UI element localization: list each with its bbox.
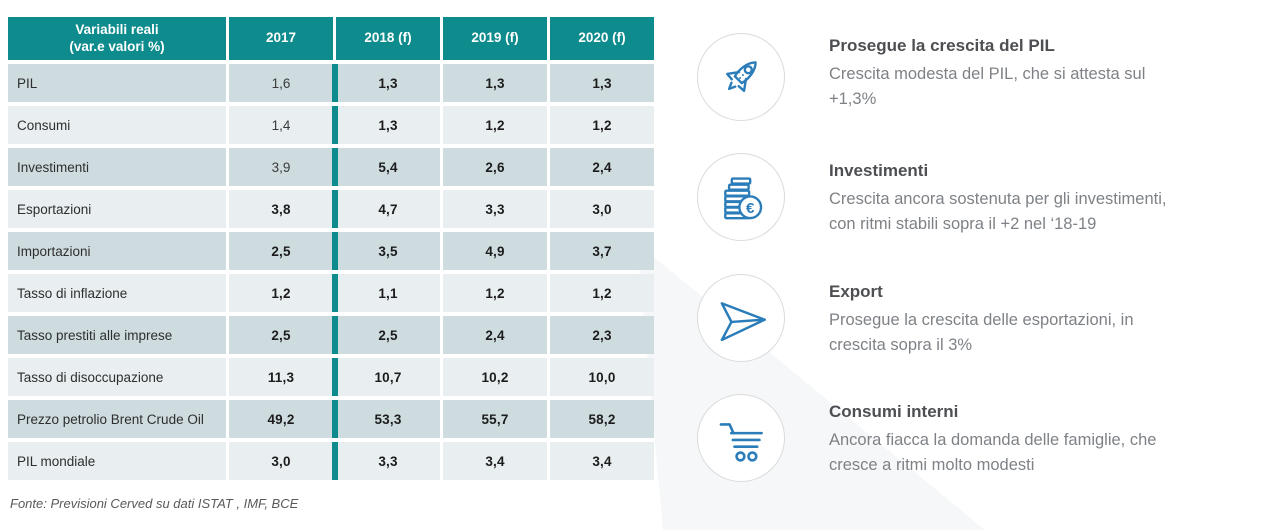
cell-value: 58,2: [550, 400, 654, 438]
callout-title: Prosegue la crescita del PIL: [829, 36, 1055, 55]
rocket-icon: [726, 61, 757, 92]
callout-body: Crescita modesta del PIL, che si attesta…: [829, 65, 1146, 108]
callout-title: Investimenti: [829, 161, 929, 180]
callout-text: Consumi interni Ancora fiacca la domanda…: [829, 394, 1280, 482]
row-label: PIL: [8, 64, 226, 102]
cell-value: 55,7: [443, 400, 547, 438]
callout-consumi: Consumi interni Ancora fiacca la domanda…: [697, 394, 1280, 482]
shopping-cart-icon: [719, 423, 763, 462]
table-row: Tasso prestiti alle imprese 2,5 2,5 2,4 …: [8, 316, 654, 354]
cell-value: 3,4: [550, 442, 654, 480]
source-note: Fonte: Previsioni Cerved su dati ISTAT ,…: [10, 496, 299, 511]
row-label: Importazioni: [8, 232, 226, 270]
cell-value: 2,5: [229, 232, 333, 270]
icon-circle: €: [697, 153, 785, 241]
row-label: Tasso prestiti alle imprese: [8, 316, 226, 354]
cell-value: 3,3: [443, 190, 547, 228]
cell-value: 1,3: [331, 64, 440, 102]
table-row: Consumi 1,4 1,3 1,2 1,2: [8, 106, 654, 144]
cell-value: 2,4: [550, 148, 654, 186]
cell-value: 2,5: [331, 316, 440, 354]
paper-plane-icon: [720, 302, 766, 342]
row-label: PIL mondiale: [8, 442, 226, 480]
cell-value: 1,4: [229, 106, 333, 144]
cell-value: 1,3: [550, 64, 654, 102]
cell-value: 53,3: [331, 400, 440, 438]
icon-circle: [697, 33, 785, 121]
cell-value: 3,0: [229, 442, 333, 480]
table-row: Investimenti 3,9 5,4 2,6 2,4: [8, 148, 654, 186]
callout-export: Export Prosegue la crescita delle esport…: [697, 274, 1280, 362]
cell-value: 49,2: [229, 400, 333, 438]
row-label: Investimenti: [8, 148, 226, 186]
table-header-row: Variabili reali (var.e valori %) 2017 20…: [8, 17, 654, 60]
cell-value: 1,3: [443, 64, 547, 102]
callout-text: Export Prosegue la crescita delle esport…: [829, 274, 1280, 362]
cell-value: 2,4: [443, 316, 547, 354]
cell-value: 1,2: [550, 106, 654, 144]
callout-body: Prosegue la crescita delle esportazioni,…: [829, 311, 1134, 354]
callout-pil: Prosegue la crescita del PIL Crescita mo…: [697, 33, 1280, 121]
row-label: Esportazioni: [8, 190, 226, 228]
icon-circle: [697, 274, 785, 362]
callout-text: Prosegue la crescita del PIL Crescita mo…: [829, 33, 1280, 121]
header-2020: 2020 (f): [550, 17, 654, 60]
cell-value: 1,1: [331, 274, 440, 312]
cell-value: 1,2: [550, 274, 654, 312]
cell-value: 1,2: [443, 274, 547, 312]
callout-title: Consumi interni: [829, 402, 959, 421]
cell-value: 2,5: [229, 316, 333, 354]
cell-value: 1,2: [229, 274, 333, 312]
row-label: Tasso di inflazione: [8, 274, 226, 312]
callout-body: Crescita ancora sostenuta per gli invest…: [829, 190, 1167, 233]
cell-value: 3,3: [331, 442, 440, 480]
cell-value: 3,4: [443, 442, 547, 480]
forecast-table: Variabili reali (var.e valori %) 2017 20…: [8, 17, 654, 484]
cell-value: 3,9: [229, 148, 333, 186]
cell-value: 10,0: [550, 358, 654, 396]
table-row: PIL 1,6 1,3 1,3 1,3: [8, 64, 654, 102]
table-row: Tasso di inflazione 1,2 1,1 1,2 1,2: [8, 274, 654, 312]
cell-value: 5,4: [331, 148, 440, 186]
cell-value: 3,0: [550, 190, 654, 228]
callout-text: Investimenti Crescita ancora sostenuta p…: [829, 153, 1280, 241]
header-2019: 2019 (f): [443, 17, 547, 60]
cell-value: 1,2: [443, 106, 547, 144]
euro-coins-icon: €: [724, 177, 763, 220]
cell-value: 10,2: [443, 358, 547, 396]
cell-value: 3,7: [550, 232, 654, 270]
callout-investimenti: € Investimenti Crescita ancora sostenuta…: [697, 153, 1280, 241]
cell-value: 1,6: [229, 64, 333, 102]
callout-title: Export: [829, 282, 883, 301]
table-row: Importazioni 2,5 3,5 4,9 3,7: [8, 232, 654, 270]
cell-value: 3,5: [331, 232, 440, 270]
table-row: Tasso di disoccupazione 11,3 10,7 10,2 1…: [8, 358, 654, 396]
row-label: Prezzo petrolio Brent Crude Oil: [8, 400, 226, 438]
header-2017: 2017: [229, 17, 333, 60]
table-row: Prezzo petrolio Brent Crude Oil 49,2 53,…: [8, 400, 654, 438]
callout-body: Ancora fiacca la domanda delle famiglie,…: [829, 431, 1157, 474]
svg-text:€: €: [746, 200, 755, 217]
table-row: Esportazioni 3,8 4,7 3,3 3,0: [8, 190, 654, 228]
row-label: Consumi: [8, 106, 226, 144]
cell-value: 4,7: [331, 190, 440, 228]
cell-value: 2,6: [443, 148, 547, 186]
table-row: PIL mondiale 3,0 3,3 3,4 3,4: [8, 442, 654, 480]
cell-value: 3,8: [229, 190, 333, 228]
cell-value: 10,7: [331, 358, 440, 396]
cell-value: 11,3: [229, 358, 333, 396]
icon-circle: [697, 394, 785, 482]
row-label: Tasso di disoccupazione: [8, 358, 226, 396]
header-variabili: Variabili reali (var.e valori %): [8, 17, 226, 60]
cell-value: 4,9: [443, 232, 547, 270]
cell-value: 1,3: [331, 106, 440, 144]
cell-value: 2,3: [550, 316, 654, 354]
header-2018: 2018 (f): [336, 17, 440, 60]
